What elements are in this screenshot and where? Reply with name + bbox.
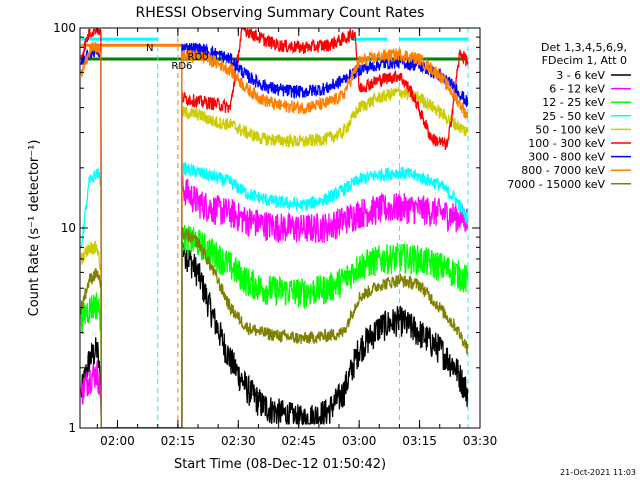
y-axis: 1 10 100: [53, 21, 480, 435]
legend-header-1: FDecim 1, Att 0: [542, 54, 627, 67]
legend-entry-1: 6 - 12 keV: [549, 83, 605, 96]
x-tick-label-5: 03:15: [402, 434, 437, 448]
legend-entry-5: 100 - 300 keV: [528, 137, 605, 150]
timestamp: 21-Oct-2021 11:03: [560, 468, 636, 477]
series-line-2: [80, 224, 469, 428]
x-tick-label-1: 02:15: [161, 434, 196, 448]
legend-header-0: Det 1,3,4,5,6,9,: [541, 41, 627, 54]
y-axis-label: Count Rate (s⁻¹ detector⁻¹): [27, 140, 42, 317]
x-axis: 02:00 02:15 02:30 02:45 03:00 03:15 03:30: [96, 28, 498, 448]
x-tick-label-4: 03:00: [342, 434, 377, 448]
x-tick-label-2: 02:30: [221, 434, 256, 448]
legend-entry-4: 50 - 100 keV: [535, 123, 605, 136]
y-tick-label-2: 100: [53, 21, 76, 35]
x-tick-label-0: 02:00: [100, 434, 135, 448]
x-tick-label-6: 03:30: [463, 434, 498, 448]
legend-entry-0: 3 - 6 keV: [556, 69, 605, 82]
legend: Det 1,3,4,5,6,9,FDecim 1, Att 0 3 - 6 keV…: [507, 41, 631, 191]
series-line-4: [80, 86, 469, 428]
series-line-7: [80, 41, 469, 428]
legend-entry-6: 300 - 800 keV: [528, 151, 605, 164]
series-line-8: [80, 227, 469, 428]
orbit-markers: [157, 28, 469, 428]
series-line-1: [80, 175, 469, 428]
chart-title: RHESSI Observing Summary Count Rates: [136, 5, 425, 21]
legend-entry-7: 800 - 7000 keV: [521, 164, 605, 177]
y-tick-label-0: 1: [68, 421, 76, 435]
legend-entry-8: 7000 - 15000 keV: [507, 178, 605, 191]
series-lines: [80, 28, 469, 428]
y-tick-label-1: 10: [61, 221, 76, 235]
x-tick-label-3: 02:45: [281, 434, 316, 448]
legend-entry-2: 12 - 25 keV: [542, 96, 605, 109]
annotation-1: RD6: [171, 61, 192, 72]
series-line-0: [80, 239, 469, 428]
annotation-2: RD0: [188, 52, 209, 63]
series-line-3: [80, 161, 469, 428]
series-line-5: [80, 28, 469, 428]
annotation-0: N: [146, 43, 153, 54]
legend-entry-3: 25 - 50 keV: [542, 110, 605, 123]
x-axis-label: Start Time (08-Dec-12 01:50:42): [174, 457, 386, 472]
